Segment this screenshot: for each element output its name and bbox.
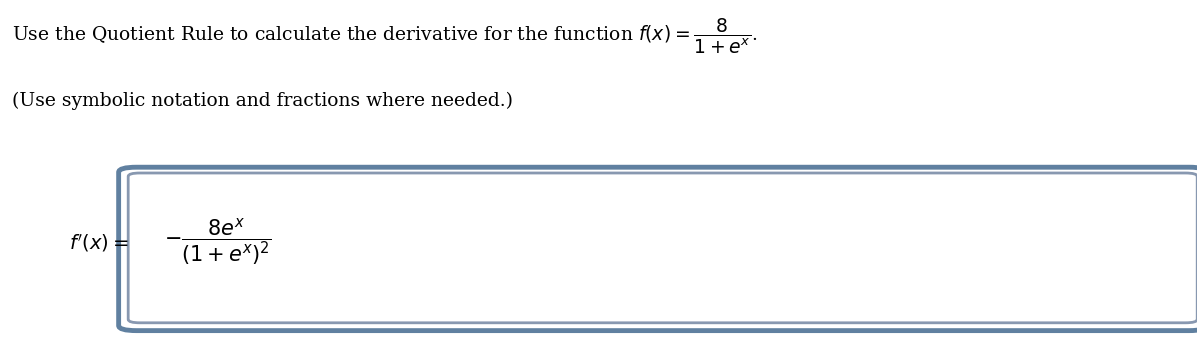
Text: $-\dfrac{8e^{x}}{\left(1+e^{x}\right)^{2}}$: $-\dfrac{8e^{x}}{\left(1+e^{x}\right)^{2… — [164, 217, 272, 268]
Text: $f'(x) =$: $f'(x) =$ — [68, 232, 128, 254]
Text: Use the Quotient Rule to calculate the derivative for the function $f(x) = \dfra: Use the Quotient Rule to calculate the d… — [12, 16, 758, 56]
FancyBboxPatch shape — [128, 173, 1198, 323]
FancyBboxPatch shape — [119, 167, 1200, 331]
Text: (Use symbolic notation and fractions where needed.): (Use symbolic notation and fractions whe… — [12, 91, 514, 110]
